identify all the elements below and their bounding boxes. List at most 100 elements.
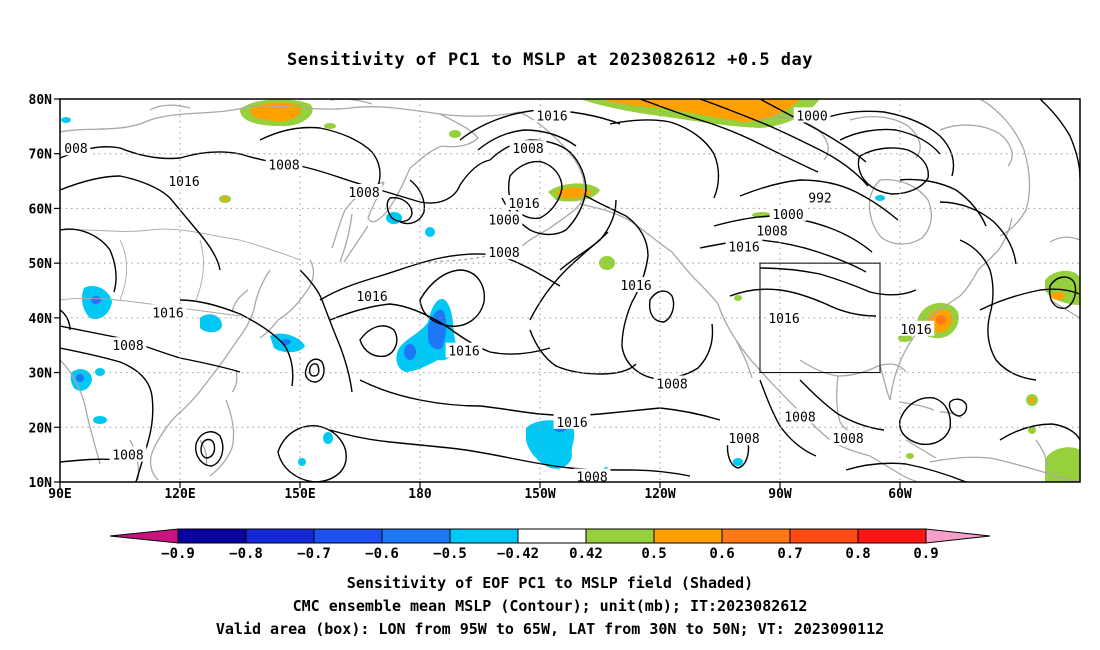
colorbar-segment [585, 528, 655, 544]
contour-label: 1016 [168, 175, 199, 190]
lat-label: 20N [29, 421, 53, 436]
contour-label: 1016 [356, 290, 387, 305]
colorbar-tick-label: −0.6 [365, 546, 399, 562]
lon-label: 60W [888, 487, 912, 502]
isobar [648, 290, 675, 323]
isobar [739, 179, 899, 221]
positive-sensitivity-area [1028, 426, 1036, 434]
isobar [759, 267, 917, 296]
isobar [299, 269, 353, 393]
contour-label: 1016 [508, 197, 539, 212]
contour-label-bg [445, 342, 483, 358]
contour-label-bg [353, 287, 391, 303]
isobar [60, 325, 241, 373]
contour-label-bg [725, 430, 763, 446]
isobar [329, 429, 691, 477]
isobar [959, 239, 1037, 381]
contour-label-bg [781, 408, 819, 424]
contour-label: 1000 [488, 213, 519, 228]
contour-label-bg [793, 107, 831, 123]
positive-sensitivity-area [1051, 292, 1065, 300]
contour-label-bg [617, 277, 655, 293]
contour-label: 1016 [556, 416, 587, 431]
lat-label: 60N [29, 202, 53, 217]
negative-sensitivity-area [386, 212, 402, 224]
contour-label-bg [61, 140, 91, 156]
contour-label-bg [725, 238, 763, 254]
positive-sensitivity-area [734, 295, 742, 301]
valid-area-box [759, 262, 881, 374]
contour-label-bg [829, 430, 867, 446]
colorbar: −0.9 −0.8 −0.7 −0.6 −0.5 −0.42 0.42 0.5 0.6 0.7 0.… [109, 528, 991, 562]
contour-label: 1016 [900, 323, 931, 338]
colorbar-tick-label: 0.9 [913, 546, 938, 562]
caption-valid-area: Valid area (box): LON from 95W to 65W, L… [215, 620, 885, 638]
contour-label: 1008 [576, 471, 607, 486]
lon-label: 90E [48, 487, 71, 502]
colorbar-tick-label: −0.9 [161, 546, 195, 562]
isobar [729, 288, 877, 317]
negative-sensitivity-area [428, 309, 447, 350]
isobar [899, 397, 952, 446]
colorbar-tick-label: −0.5 [433, 546, 467, 562]
isobar [845, 462, 967, 482]
isobar [799, 379, 885, 431]
contour-label: 1016 [768, 312, 799, 327]
isobar [477, 129, 577, 151]
positive-sensitivity-area [906, 453, 914, 459]
isobar [839, 128, 941, 155]
colorbar-segment [177, 528, 247, 544]
contour-label-bg [509, 140, 547, 156]
colorbar-high-extend [925, 528, 991, 544]
negative-sensitivity-area [404, 344, 416, 360]
negative-sensitivity-area [76, 374, 84, 382]
lon-label: 90W [768, 487, 792, 502]
colorbar-tick-label: 0.5 [641, 546, 666, 562]
isobar [60, 228, 117, 293]
contour-label-bg [165, 173, 203, 189]
isobar [399, 179, 426, 225]
contour-label-bg [109, 446, 147, 462]
positive-sensitivity-area [324, 123, 336, 129]
colorbar-segment [449, 528, 519, 544]
contour-label: 1008 [512, 142, 543, 157]
positive-sensitivity-area [600, 99, 800, 122]
contour-label: 1008 [488, 246, 519, 261]
contour-label-bg [753, 222, 791, 238]
contour-label: 1008 [832, 432, 863, 447]
positive-sensitivity-area [1029, 397, 1035, 403]
isobar [759, 379, 817, 457]
colorbar-tick-label: −0.8 [229, 546, 263, 562]
isobar [857, 147, 929, 195]
isobar [609, 119, 720, 199]
negative-sensitivity-area [91, 296, 101, 304]
colorbar-tick-label: 0.7 [777, 546, 802, 562]
contour-label: 1000 [796, 109, 827, 124]
isobar [419, 269, 485, 327]
positive-sensitivity-area [449, 130, 461, 138]
isobar [179, 299, 294, 387]
contour-label: 1008 [112, 339, 143, 354]
positive-sensitivity-area [556, 187, 592, 199]
negative-sensitivity-area [200, 314, 222, 333]
isobar [489, 139, 587, 236]
contour-label: 1008 [112, 449, 143, 464]
contour-label: 1008 [348, 186, 379, 201]
isobar [979, 288, 1080, 311]
contour-label: 1016 [536, 109, 567, 124]
isobar [359, 325, 398, 358]
isobar [308, 363, 320, 377]
colorbar-tick-label: −0.42 [497, 546, 539, 562]
lon-label: 180 [408, 487, 432, 502]
contour-label: 1008 [728, 432, 759, 447]
isobar [999, 423, 1080, 441]
colorbar-segment [653, 528, 723, 544]
lon-label: 150W [524, 487, 555, 502]
colorbar-tick-label: −0.7 [297, 546, 331, 562]
contour-label-bg [265, 156, 303, 172]
negative-sensitivity-area [425, 227, 435, 237]
lon-label: 150E [284, 487, 315, 502]
contour-label: 1008 [656, 378, 687, 393]
